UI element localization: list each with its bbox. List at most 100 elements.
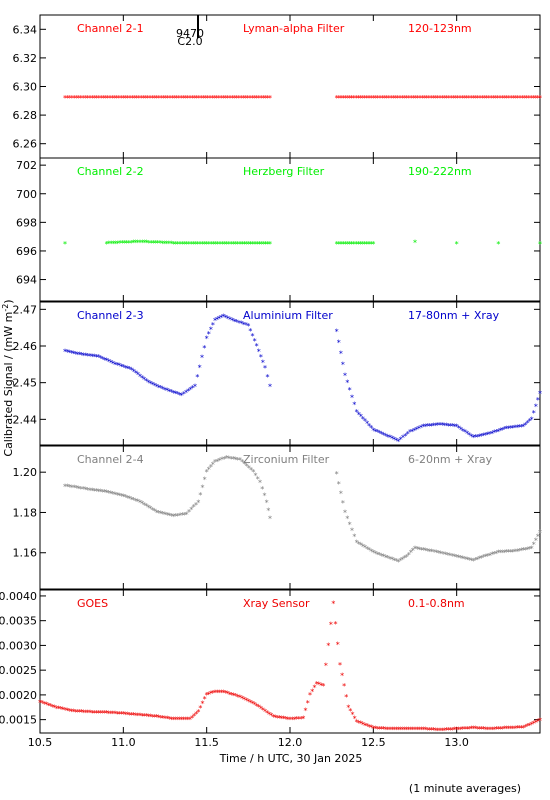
data-point: * [138,498,142,507]
data-point: * [484,553,488,562]
data-point: * [467,431,471,440]
data-point: * [503,725,507,734]
data-point: * [407,551,411,560]
data-point: * [354,94,358,103]
data-point: * [415,545,419,554]
data-point: * [528,417,532,426]
data-point: * [249,466,253,475]
data-point: * [71,708,75,717]
data-point: * [148,505,152,514]
data-point: * [482,553,486,562]
data-point: * [378,551,382,560]
panel-channel-label: Channel 2-2 [77,165,144,178]
data-point: * [96,353,100,362]
data-point: * [231,240,235,249]
data-point: * [534,403,538,412]
data-point: * [73,708,77,717]
data-point: * [244,94,248,103]
data-point: * [517,724,521,733]
data-point: * [151,381,155,390]
data-point: * [245,462,249,471]
data-point: * [536,396,540,405]
data-point: * [453,726,457,735]
data-point: * [335,240,339,249]
data-point: * [373,550,377,559]
data-point: * [310,687,314,696]
data-point: * [59,705,63,714]
data-point: * [498,549,502,558]
data-point: * [317,681,321,690]
data-point: * [471,94,475,103]
data-point: * [446,422,450,431]
data-point: * [225,240,229,249]
data-point: * [500,94,504,103]
data-point: * [130,94,134,103]
data-point: * [467,94,471,103]
data-point: * [444,726,448,735]
data-point: * [398,557,402,566]
data-point: * [528,545,532,554]
data-point: * [405,553,409,562]
y-tick-label: 6.28 [13,109,38,122]
data-point: * [192,712,196,721]
data-point: * [209,463,213,472]
data-point: * [253,337,257,346]
data-point: * [239,320,243,329]
data-point: * [232,94,236,103]
data-point: * [124,94,128,103]
data-point: * [173,389,177,398]
data-point: * [482,725,486,734]
data-point: * [171,240,175,249]
data-point: * [184,716,188,725]
data-point: * [180,511,184,520]
data-point: * [361,542,365,551]
data-point: * [132,711,136,720]
data-point: * [511,724,515,733]
data-point: * [538,717,542,726]
panel-filter-label: Xray Sensor [243,597,310,610]
data-point: * [179,94,183,103]
data-point: * [115,491,119,500]
data-point: * [210,94,214,103]
data-point: * [373,427,377,436]
data-point: * [376,725,380,734]
data-point: * [70,483,74,492]
data-point: * [246,94,250,103]
panel-filter-label: Aluminium Filter [243,309,333,322]
data-point: * [115,710,119,719]
data-point: * [304,707,308,716]
y-axis-label: Calibrated Signal / (mW m-2) [1,299,15,456]
data-point: * [403,554,407,563]
data-point: * [339,94,343,103]
data-point: * [185,510,189,519]
data-point: * [219,314,223,323]
data-point: * [80,351,84,360]
data-point: * [486,430,490,439]
data-point: * [83,94,87,103]
data-point: * [240,240,244,249]
data-point: * [480,554,484,563]
data-point: * [341,499,345,508]
data-point: * [115,361,119,370]
data-point: * [339,489,343,498]
data-point: * [396,726,400,735]
data-point: * [96,487,100,496]
data-point: * [188,716,192,725]
data-point: * [343,94,347,103]
data-point: * [211,461,215,470]
data-point: * [534,537,538,546]
data-point: * [265,709,269,718]
data-point: * [432,726,436,735]
data-point: * [380,430,384,439]
data-point: * [384,553,388,562]
data-point: * [76,708,80,717]
data-point: * [117,94,121,103]
data-point: * [136,371,140,380]
data-point: * [176,390,180,399]
data-point: * [421,546,425,555]
data-point: * [480,94,484,103]
data-point: * [126,364,130,373]
data-point: * [532,541,536,550]
data-point: * [242,240,246,249]
data-point: * [371,725,375,734]
